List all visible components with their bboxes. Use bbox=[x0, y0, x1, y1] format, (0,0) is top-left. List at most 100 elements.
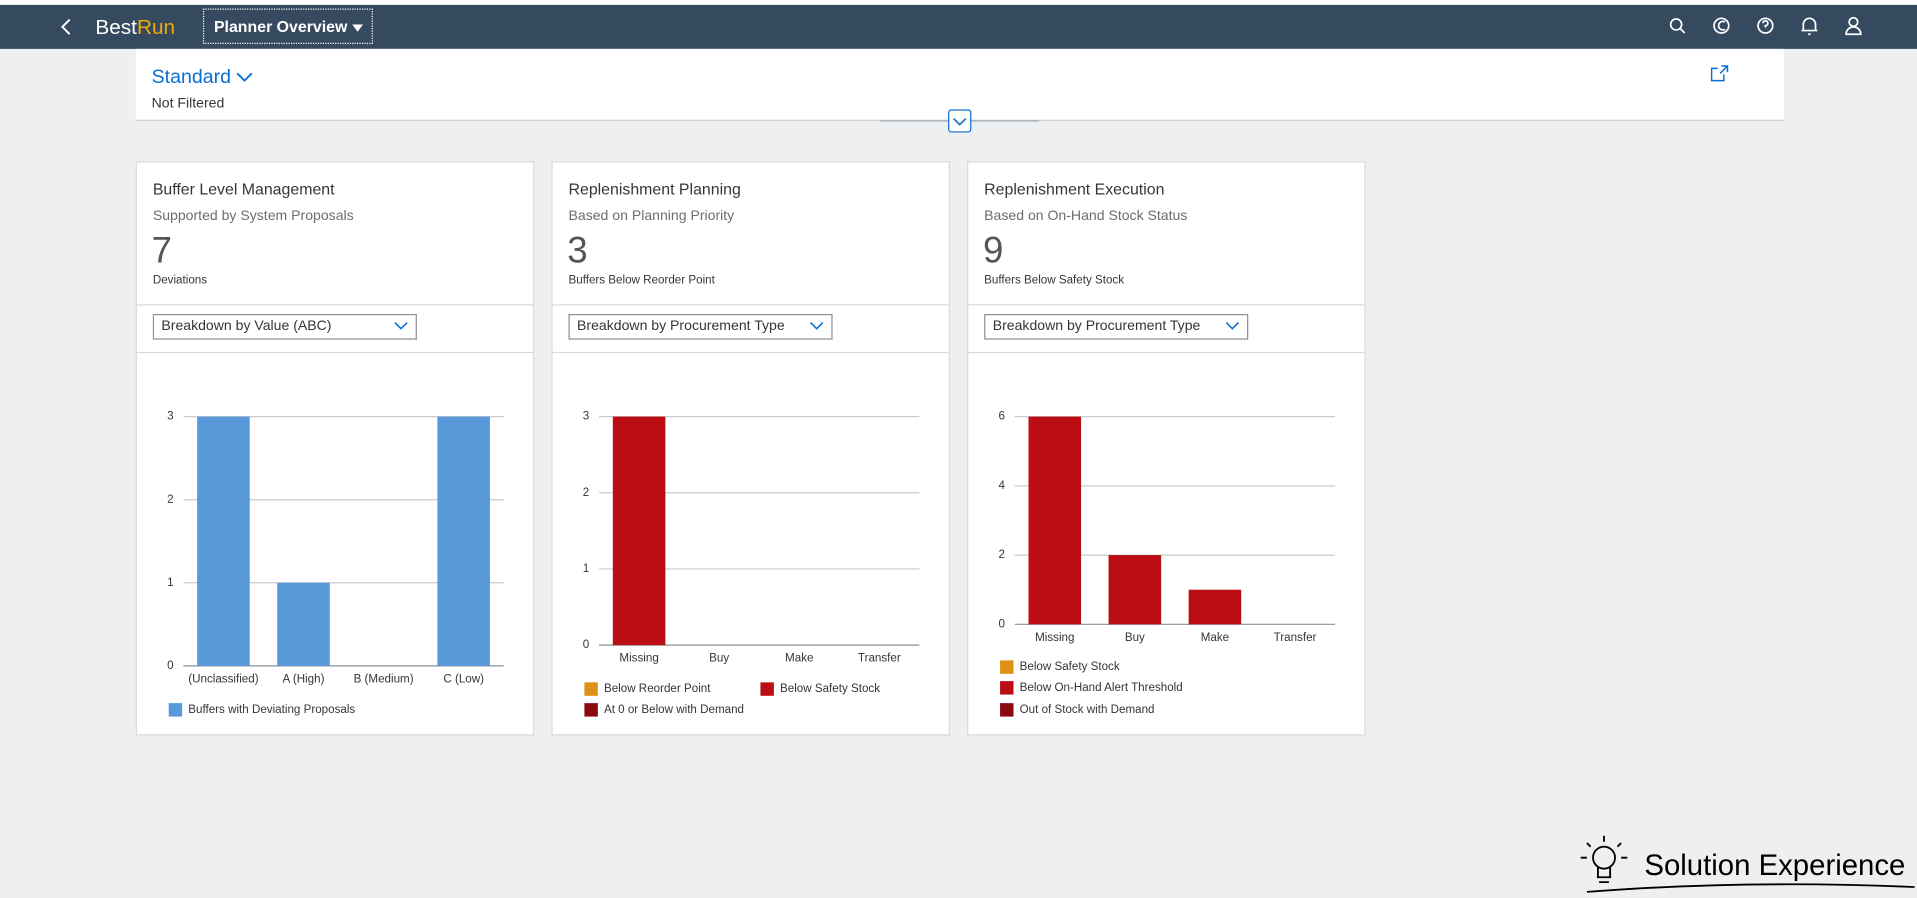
y-tick-label: 3 bbox=[583, 410, 589, 423]
y-tick-label: 1 bbox=[167, 576, 173, 589]
legend-item[interactable]: At 0 or Below with Demand bbox=[584, 703, 744, 717]
bar bbox=[1028, 416, 1082, 625]
variant-name: Standard bbox=[151, 67, 231, 88]
top-strip bbox=[0, 0, 1917, 5]
legend-label: At 0 or Below with Demand bbox=[604, 703, 744, 716]
card[interactable]: Replenishment Execution Based on On-Hand… bbox=[967, 161, 1366, 736]
divider bbox=[968, 351, 1365, 354]
divider bbox=[136, 304, 534, 306]
legend-item[interactable]: Below Reorder Point bbox=[584, 682, 711, 696]
x-tick-label: Buy bbox=[709, 652, 729, 665]
x-tick-label: (Unclassified) bbox=[188, 672, 258, 685]
dropdown-arrow bbox=[1225, 321, 1240, 330]
shell-icons bbox=[1669, 16, 1862, 36]
dropdown-arrow bbox=[394, 321, 408, 330]
kpi-label: Buffers Below Reorder Point bbox=[568, 273, 715, 288]
collapse-header[interactable] bbox=[880, 108, 1040, 137]
watermark-logo bbox=[1580, 835, 1915, 893]
y-tick-label: 0 bbox=[167, 659, 173, 672]
y-tick-label: 2 bbox=[998, 548, 1004, 561]
legend-item[interactable]: Below Safety Stock bbox=[760, 682, 880, 696]
card-subtitle: Based on On-Hand Stock Status bbox=[984, 208, 1188, 224]
legend-swatch bbox=[1000, 660, 1014, 674]
x-tick-label: B (Medium) bbox=[354, 672, 414, 685]
bar bbox=[197, 416, 250, 666]
logo-part: Best bbox=[95, 15, 137, 40]
bar bbox=[1108, 555, 1162, 625]
y-tick-label: 0 bbox=[998, 617, 1004, 630]
kpi-value: 3 bbox=[567, 230, 588, 272]
share-button[interactable] bbox=[1710, 64, 1730, 84]
variant-selector[interactable]: Standard bbox=[152, 67, 254, 89]
watermark: Solution Experience bbox=[1575, 831, 1917, 898]
legend-swatch bbox=[1000, 703, 1014, 717]
shell-bar: BestRun Planner Overview bbox=[0, 4, 1917, 49]
bar bbox=[612, 416, 666, 646]
user-icon[interactable] bbox=[1845, 16, 1862, 36]
x-tick-label: Make bbox=[1201, 631, 1229, 644]
notification-icon[interactable] bbox=[1801, 17, 1818, 36]
help-icon[interactable] bbox=[1757, 17, 1774, 34]
divider bbox=[552, 304, 949, 306]
kpi-label: Buffers Below Safety Stock bbox=[984, 273, 1125, 288]
card-title: Replenishment Planning bbox=[568, 179, 741, 198]
dropdown-text: Breakdown by Procurement Type bbox=[992, 318, 1201, 334]
card-subtitle: Supported by System Proposals bbox=[152, 208, 354, 224]
legend-swatch bbox=[760, 682, 774, 696]
search-icon[interactable] bbox=[1669, 18, 1686, 34]
dropdown-text: Breakdown by Procurement Type bbox=[577, 318, 785, 334]
x-tick-label: A (High) bbox=[283, 672, 325, 685]
variant-caret bbox=[237, 72, 253, 82]
legend-swatch bbox=[584, 682, 598, 696]
dropdown-text: Breakdown by Value (ABC) bbox=[161, 318, 332, 334]
legend-swatch bbox=[584, 703, 598, 717]
legend-label: Out of Stock with Demand bbox=[1020, 703, 1155, 716]
kpi-label: Deviations bbox=[152, 273, 208, 288]
logo[interactable]: BestRun bbox=[95, 16, 175, 40]
kpi-value: 9 bbox=[982, 230, 1004, 272]
bar bbox=[277, 582, 330, 666]
legend-label: Below Safety Stock bbox=[1020, 660, 1120, 673]
legend-label: Buffers with Deviating Proposals bbox=[188, 703, 355, 716]
app-title: Planner Overview bbox=[213, 17, 348, 36]
y-tick-label: 6 bbox=[998, 410, 1004, 423]
menu-caret bbox=[351, 24, 363, 32]
card-title: Buffer Level Management bbox=[152, 179, 335, 198]
breakdown-dropdown[interactable]: Breakdown by Procurement Type bbox=[568, 313, 833, 340]
x-tick-label: Transfer bbox=[1274, 631, 1317, 644]
divider bbox=[136, 351, 534, 354]
x-tick-label: Buy bbox=[1125, 631, 1145, 644]
watermark-word: Experience bbox=[1758, 849, 1906, 883]
y-tick-label: 4 bbox=[998, 479, 1005, 492]
legend-item[interactable]: Below Safety Stock bbox=[1000, 660, 1120, 674]
legend-item[interactable]: Out of Stock with Demand bbox=[1000, 703, 1155, 717]
logo-part: Run bbox=[136, 15, 176, 40]
legend-swatch bbox=[1000, 681, 1014, 695]
legend-swatch bbox=[168, 703, 183, 717]
x-tick-label: Missing bbox=[1035, 631, 1074, 644]
back-button[interactable] bbox=[59, 17, 74, 37]
bar bbox=[1188, 589, 1242, 625]
legend-label: Below Safety Stock bbox=[780, 682, 880, 695]
legend-item[interactable]: Buffers with Deviating Proposals bbox=[168, 703, 356, 717]
x-tick-label: Missing bbox=[619, 652, 658, 665]
y-tick-label: 2 bbox=[167, 493, 173, 506]
kpi-value: 7 bbox=[151, 230, 173, 272]
card-title: Replenishment Execution bbox=[984, 179, 1165, 198]
divider bbox=[968, 304, 1365, 306]
divider bbox=[552, 351, 949, 354]
filter-status: Not Filtered bbox=[151, 96, 225, 112]
breakdown-dropdown[interactable]: Breakdown by Procurement Type bbox=[984, 313, 1249, 340]
watermark-word: Solution bbox=[1644, 849, 1751, 883]
legend-item[interactable]: Below On-Hand Alert Threshold bbox=[1000, 681, 1183, 695]
app-title-menu[interactable]: Planner Overview bbox=[202, 8, 373, 44]
y-tick-label: 1 bbox=[583, 562, 589, 575]
y-tick-label: 2 bbox=[583, 486, 589, 499]
copilot-icon[interactable] bbox=[1713, 17, 1730, 34]
y-tick-label: 0 bbox=[583, 638, 589, 651]
card-subtitle: Based on Planning Priority bbox=[568, 208, 735, 224]
breakdown-dropdown[interactable]: Breakdown by Value (ABC) bbox=[152, 313, 417, 340]
